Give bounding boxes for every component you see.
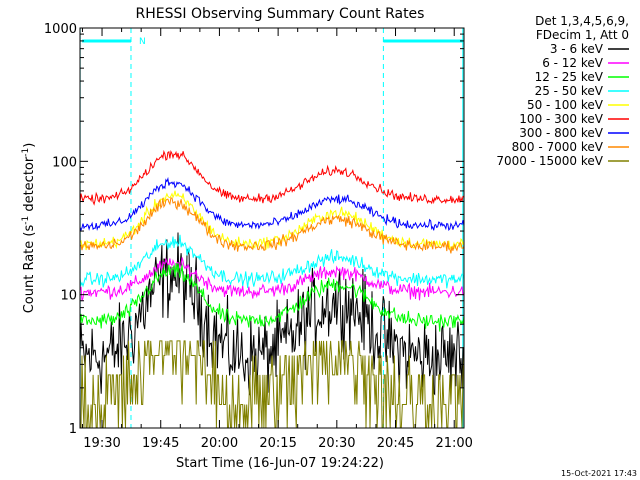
series-line-50-100-kev <box>79 190 465 251</box>
y-tick-label: 10 <box>60 289 77 304</box>
axes: 1 10 100 1000 19:30 19:45 20:00 20:15 20:30 20:45… <box>44 22 473 451</box>
x-tick-label: 20:15 <box>259 436 296 451</box>
series-line-100-300-kev <box>79 149 465 206</box>
x-tick-label: 20:00 <box>201 436 238 451</box>
x-axis-label: Start Time (16-Jun-07 19:24:22) <box>176 456 384 471</box>
legend-header-line2: FDecim 1, Att 0 <box>536 28 629 42</box>
y-axis-label-part2: detector <box>22 156 37 216</box>
legend: Det 1,3,4,5,6,9, FDecim 1, Att 0 3 - 6 k… <box>496 14 629 168</box>
saa-marker-label: N <box>139 37 146 47</box>
x-tick-label: 19:45 <box>142 436 179 451</box>
series-line-3-6-kev <box>79 232 465 397</box>
legend-label: 100 - 300 keV <box>519 112 603 126</box>
x-tick-label: 21:00 <box>435 436 472 451</box>
y-tick-label: 1000 <box>44 22 77 37</box>
legend-label: 300 - 800 keV <box>519 126 603 140</box>
render-timestamp: 15-Oct-2021 17:43 <box>561 469 637 478</box>
x-tick-label: 20:30 <box>318 436 355 451</box>
x-tick-label: 19:30 <box>83 436 120 451</box>
series-line-800-7000-kev <box>80 197 465 254</box>
series-line-6-12-kev <box>79 257 465 301</box>
y-axis-label-part1: Count Rate (s <box>22 225 37 314</box>
y-axis-label: Count Rate (s-1 detector-1) <box>21 143 37 314</box>
plot-area: N <box>79 28 465 429</box>
legend-label: 800 - 7000 keV <box>512 140 604 154</box>
y-axis-label-part3: ) <box>22 143 37 148</box>
plot-frame <box>79 27 465 429</box>
y-axis-label-sup1: -1 <box>21 216 31 225</box>
y-tick-label: 100 <box>52 155 77 170</box>
series-line-300-800-kev <box>79 176 465 232</box>
y-axis-label-sup2: -1 <box>21 148 31 157</box>
series-line-12-25-kev <box>79 262 465 332</box>
chart-title: RHESSI Observing Summary Count Rates <box>136 6 425 22</box>
x-tick-label: 20:45 <box>377 436 414 451</box>
legend-label: 12 - 25 keV <box>535 70 604 84</box>
legend-label: 50 - 100 keV <box>527 98 604 112</box>
series-line-7000-15000-kev <box>80 340 465 429</box>
legend-label: 3 - 6 keV <box>550 42 604 56</box>
legend-label: 7000 - 15000 keV <box>496 154 603 168</box>
series-line-25-50-kev <box>79 234 465 289</box>
legend-header-line1: Det 1,3,4,5,6,9, <box>535 14 629 28</box>
y-tick-label: 1 <box>69 422 77 437</box>
legend-label: 25 - 50 keV <box>535 84 604 98</box>
legend-label: 6 - 12 keV <box>542 56 604 70</box>
